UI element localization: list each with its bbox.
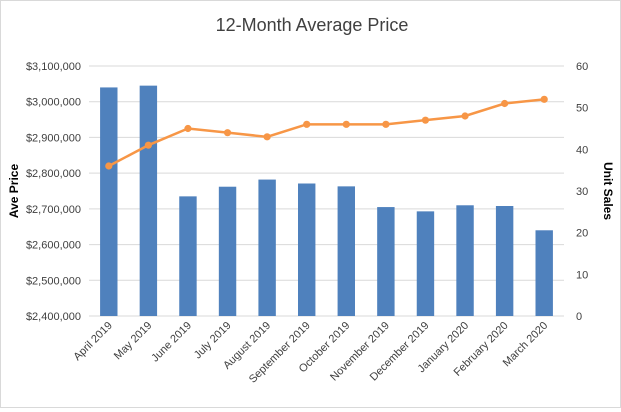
y-right-tick-label: 60 [576,61,588,73]
y-right-tick-label: 20 [576,228,588,240]
gridlines [89,65,564,317]
line-point [105,162,113,170]
bar [535,230,553,316]
x-tick-label: April 2019 [71,320,115,364]
y-right-tick-label: 30 [576,186,588,198]
x-tick-label: June 2019 [149,320,194,365]
bar [337,186,355,316]
line-path [108,98,545,168]
y-right-tick-label: 50 [576,103,588,115]
line-point [540,95,548,103]
line-point [421,116,430,124]
line-point [461,112,469,120]
y-left-tick-label: $2,800,000 [26,168,81,180]
bar [456,205,474,316]
line-point [382,120,390,128]
bar [179,196,197,316]
line-point [263,133,271,141]
y-left-tick-labels: $2,400,000 $2,500,000 $2,600,000 $2,700,000… [26,61,81,323]
y-left-tick-label: $2,400,000 [26,311,81,323]
y-left-tick-label: $3,000,000 [26,97,81,109]
y-left-axis-title: Ave Price [7,164,21,219]
bar [100,87,118,316]
y-left-tick-label: $2,600,000 [26,240,81,252]
y-right-tick-label: 40 [576,144,588,156]
bar-series [100,85,553,317]
y-right-tick-label: 0 [576,311,582,323]
y-left-tick-label: $3,100,000 [26,61,81,73]
y-left-tick-label: $2,500,000 [26,275,81,287]
y-right-tick-labels: 0 10 20 30 40 50 60 [576,61,588,323]
y-left-tick-label: $2,700,000 [26,204,81,216]
bar [258,179,276,316]
y-left-tick-label: $2,900,000 [26,132,81,144]
x-tick-label: July 2019 [192,320,234,362]
line-point [303,120,311,128]
bar [139,85,158,317]
line-series [105,95,548,170]
line-point [144,141,152,149]
line-point [501,99,509,108]
bar [416,211,435,316]
bar [218,186,237,316]
line-point [223,129,232,137]
bar [495,206,514,316]
y-right-tick-label: 10 [576,269,588,281]
bar [298,183,316,316]
line-point [342,120,350,128]
y-right-axis-title: Unit Sales [601,162,615,220]
bar [377,207,395,316]
line-point [184,124,192,133]
chart-title: 12-Month Average Price [216,15,409,35]
